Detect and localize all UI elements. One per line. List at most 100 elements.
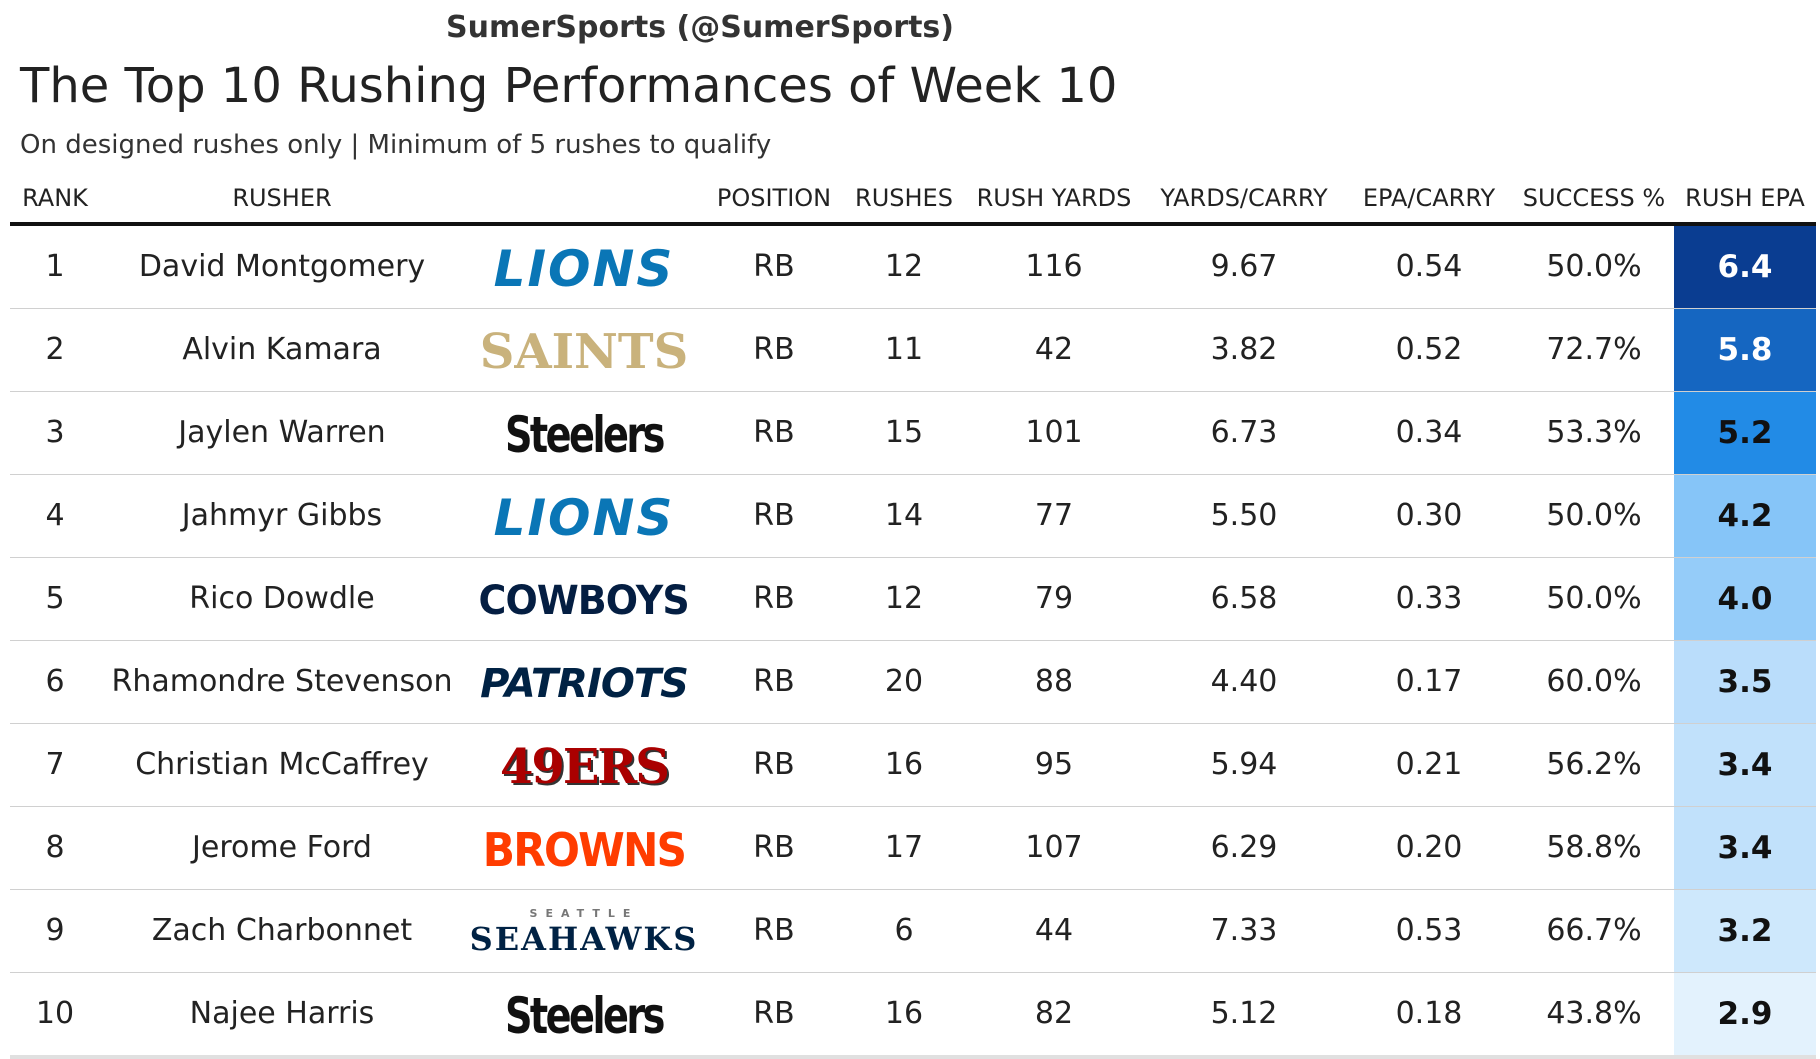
table-row: 6 Rhamondre Stevenson RB 20 88 4.40 0.17 60.0% P… (10, 641, 1816, 724)
rusher-name: Rico Dowdle (189, 581, 375, 616)
rush-epa-cell: 6.4 (1674, 226, 1816, 308)
team-logo-text: PATRIOTS (480, 660, 689, 707)
position-cell: RB (753, 581, 795, 616)
success-cell: 50.0% (1546, 249, 1642, 284)
saints-logo: SAINTS (464, 309, 704, 391)
position-cell: RB (753, 913, 795, 948)
rank-cell: 8 (45, 830, 65, 865)
rush-epa-cell: 3.4 (1674, 807, 1816, 889)
team-logo-text: 49ERS (500, 739, 670, 796)
patriots-logo: PATRIOTS (464, 641, 704, 723)
rush-yards-cell: 101 (1025, 415, 1083, 450)
rushes-cell: 20 (884, 664, 924, 699)
epa-carry-cell: 0.53 (1395, 913, 1463, 948)
lions-logo: LIONS (464, 226, 704, 308)
table-row: 1 David Montgomery RB 12 116 9.67 0.54 50.0% LIO… (10, 226, 1816, 309)
rank-cell: 9 (45, 913, 65, 948)
table-row: 8 Jerome Ford RB 17 107 6.29 0.20 58.8% BROWNS 3.… (10, 807, 1816, 890)
yards-carry-cell: 5.12 (1210, 996, 1278, 1031)
table-row: 7 Christian McCaffrey RB 16 95 5.94 0.21 56.2% 4… (10, 724, 1816, 807)
rusher-name: Christian McCaffrey (135, 747, 429, 782)
header-epa-carry: EPA/CARRY (1362, 184, 1496, 212)
rusher-name: Zach Charbonnet (151, 913, 413, 948)
epa-carry-cell: 0.54 (1395, 249, 1463, 284)
steelers-logo: Steelers (464, 392, 704, 474)
team-logo-text: COWBOYS (478, 577, 690, 624)
header-rule (10, 222, 1816, 226)
rush-yards-cell: 88 (1034, 664, 1074, 699)
rush-yards-cell: 77 (1034, 498, 1074, 533)
steelers-logo: Steelers (464, 973, 704, 1055)
seahawks-logo: SEATTLE SEAHAWKS (464, 890, 704, 972)
header-rusher: RUSHER (232, 184, 332, 212)
position-cell: RB (753, 830, 795, 865)
rank-cell: 7 (45, 747, 65, 782)
rushes-cell: 16 (884, 996, 924, 1031)
rusher-name: Jerome Ford (192, 830, 372, 865)
team-logo-text: LIONS (493, 489, 675, 548)
rush-yards-cell: 82 (1034, 996, 1074, 1031)
rusher-name: David Montgomery (138, 249, 426, 284)
rush-epa-cell: 5.2 (1674, 392, 1816, 474)
success-cell: 53.3% (1546, 415, 1642, 450)
rushes-cell: 11 (884, 332, 924, 367)
rushes-cell: 17 (884, 830, 924, 865)
success-cell: 60.0% (1546, 664, 1642, 699)
rank-cell: 10 (35, 996, 75, 1031)
header-yards-carry: YARDS/CARRY (1160, 184, 1328, 212)
position-cell: RB (753, 332, 795, 367)
rush-epa-cell: 4.0 (1674, 558, 1816, 640)
epa-carry-cell: 0.18 (1395, 996, 1463, 1031)
yards-carry-cell: 4.40 (1210, 664, 1278, 699)
epa-carry-cell: 0.20 (1395, 830, 1463, 865)
position-cell: RB (753, 996, 795, 1031)
rank-cell: 2 (45, 332, 65, 367)
yards-carry-cell: 6.29 (1210, 830, 1278, 865)
rusher-name: Jaylen Warren (178, 415, 386, 450)
rush-yards-cell: 116 (1025, 249, 1083, 284)
epa-carry-cell: 0.30 (1395, 498, 1463, 533)
team-logo-text: SEAHAWKS (469, 920, 699, 959)
rush-yards-cell: 44 (1034, 913, 1074, 948)
yards-carry-cell: 5.50 (1210, 498, 1278, 533)
rush-yards-cell: 107 (1025, 830, 1083, 865)
rush-yards-cell: 79 (1034, 581, 1074, 616)
table-row: 3 Jaylen Warren RB 15 101 6.73 0.34 53.3% Steele… (10, 392, 1816, 475)
rushes-cell: 12 (884, 581, 924, 616)
team-logo-small-text: SEATTLE (529, 906, 639, 920)
rush-epa-cell: 3.5 (1674, 641, 1816, 723)
header-position: POSITION (716, 184, 832, 212)
position-cell: RB (753, 249, 795, 284)
table-row: 2 Alvin Kamara RB 11 42 3.82 0.52 72.7% SAINTS 5.… (10, 309, 1816, 392)
team-logo-text: BROWNS (482, 823, 687, 878)
yards-carry-cell: 5.94 (1210, 747, 1278, 782)
success-cell: 56.2% (1546, 747, 1642, 782)
team-logo-text: SAINTS (479, 324, 689, 381)
position-cell: RB (753, 747, 795, 782)
team-logo-text: Steelers (505, 406, 666, 465)
table-row: 10 Najee Harris RB 16 82 5.12 0.18 43.8% Steeler… (10, 973, 1816, 1059)
rusher-name: Jahmyr Gibbs (181, 498, 383, 533)
success-cell: 43.8% (1546, 996, 1642, 1031)
success-cell: 72.7% (1546, 332, 1642, 367)
team-logo-text: Steelers (505, 987, 666, 1046)
rush-epa-cell: 4.2 (1674, 475, 1816, 557)
epa-carry-cell: 0.34 (1395, 415, 1463, 450)
rushes-cell: 15 (884, 415, 924, 450)
page-subtitle: On designed rushes only | Minimum of 5 r… (20, 130, 772, 160)
49ers-logo: 49ERS (464, 724, 704, 806)
team-logo-text: LIONS (493, 240, 675, 299)
rush-yards-cell: 95 (1034, 747, 1074, 782)
rush-epa-cell: 2.9 (1674, 973, 1816, 1055)
page-title: The Top 10 Rushing Performances of Week … (20, 58, 1118, 114)
success-cell: 66.7% (1546, 913, 1642, 948)
table-row: 4 Jahmyr Gibbs RB 14 77 5.50 0.30 50.0% LIONS 4.2 (10, 475, 1816, 558)
header-rushes: RUSHES (855, 184, 953, 212)
epa-carry-cell: 0.17 (1395, 664, 1463, 699)
rushes-cell: 14 (884, 498, 924, 533)
success-cell: 50.0% (1546, 581, 1642, 616)
header-rank: RANK (22, 184, 88, 212)
rank-cell: 3 (45, 415, 65, 450)
yards-carry-cell: 9.67 (1210, 249, 1278, 284)
rank-cell: 1 (45, 249, 65, 284)
